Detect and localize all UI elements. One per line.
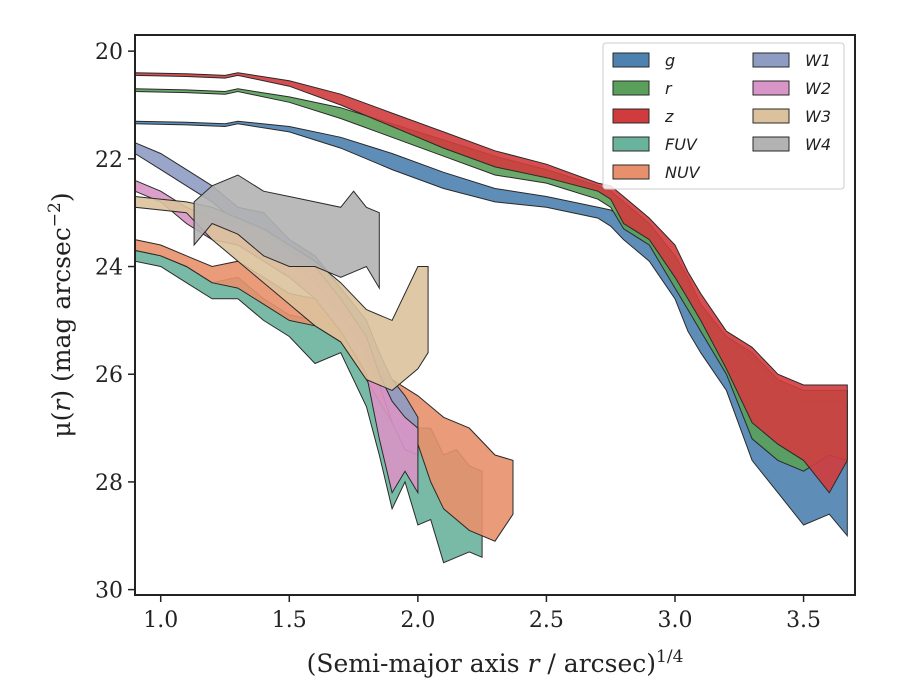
x-tick-label: 2.5 <box>529 608 564 633</box>
y-axis: 20 22 24 26 28 30 <box>95 40 135 604</box>
x-axis-label: (Semi-major axis r / arcsec)1/4 <box>307 647 684 678</box>
legend-swatch <box>612 52 650 68</box>
x-axis-label-rest: / arcsec) <box>539 649 656 678</box>
legend-label: W3 <box>805 107 831 126</box>
legend-swatch <box>612 136 650 152</box>
x-axis-label-sup: 1/4 <box>656 647 683 667</box>
legend-label: z <box>664 107 674 126</box>
x-tick-label: 3.0 <box>658 608 693 633</box>
legend-label: W1 <box>805 51 831 70</box>
y-tick-label: 20 <box>95 40 123 65</box>
x-axis-label-main: (Semi-major axis <box>307 649 528 678</box>
plot-frame <box>134 34 856 596</box>
y-tick-label: 22 <box>95 148 123 173</box>
y-axis-label-main: μ( <box>47 412 76 438</box>
y-tick-label: 24 <box>95 256 123 281</box>
legend-swatch <box>752 136 790 152</box>
y-axis-label-sup: −2 <box>45 202 65 227</box>
legend-label: W2 <box>805 79 831 98</box>
x-tick-label: 2.0 <box>400 608 435 633</box>
y-tick-label: 26 <box>95 363 123 388</box>
legend-swatch <box>612 164 650 180</box>
legend-label: W4 <box>805 135 831 154</box>
legend-label: NUV <box>665 163 701 182</box>
legend: grz FUV NUV W1 W2 W3 W4 <box>602 42 845 190</box>
y-axis-label: μ(r) (mag arcsec−2) <box>45 192 76 437</box>
x-tick-label: 1.5 <box>272 608 307 633</box>
band-z <box>134 72 848 494</box>
legend-label: FUV <box>665 135 698 154</box>
legend-swatch <box>752 52 790 68</box>
legend-swatch <box>752 80 790 96</box>
band-w4 <box>193 174 380 290</box>
legend-label: g <box>665 51 675 70</box>
band-layer <box>134 72 848 564</box>
legend-label: r <box>665 79 673 98</box>
legend-swatch <box>752 108 790 124</box>
x-tick-label: 3.5 <box>786 608 821 633</box>
y-tick-label: 28 <box>95 471 123 496</box>
x-axis-label-var: r <box>528 649 542 678</box>
legend-box <box>602 42 845 190</box>
y-tick-label: 30 <box>95 579 123 604</box>
x-axis: 1.0 1.5 2.0 2.5 3.0 3.5 <box>143 595 821 633</box>
y-axis-label-rest: ) (mag arcsec <box>47 227 76 400</box>
legend-swatch <box>612 80 650 96</box>
legend-swatch <box>612 108 650 124</box>
x-tick-label: 1.0 <box>143 608 178 633</box>
y-axis-label-var: r <box>47 398 76 412</box>
y-axis-label-end: ) <box>47 192 76 202</box>
